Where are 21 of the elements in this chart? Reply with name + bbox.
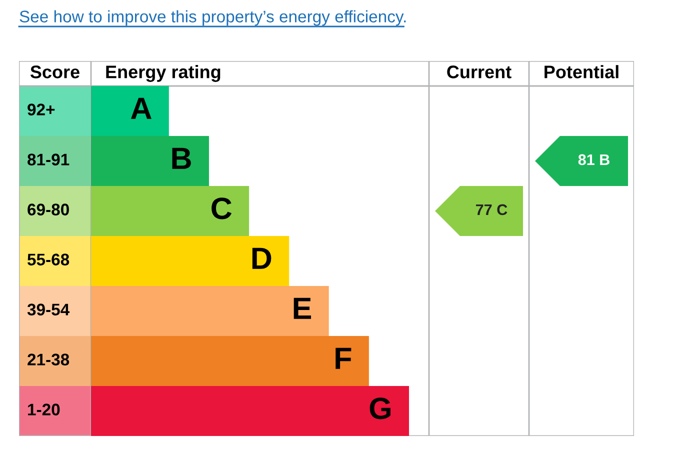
annotation: Energy rating xyxy=(106,65,220,82)
y-tick-label: F xyxy=(336,348,352,369)
text: 21-38 xyxy=(28,354,70,366)
chart-title: See how to improve this property’s energy efficiency. xyxy=(20,10,406,26)
text: 77 C xyxy=(476,204,508,216)
text: 81 B xyxy=(578,154,610,166)
text: 92+ xyxy=(28,104,55,116)
y-tick-label: B xyxy=(172,148,191,169)
y-tick-label: C xyxy=(212,198,232,220)
text: Potential xyxy=(544,65,618,78)
y-tick-label: D xyxy=(252,248,272,269)
y-tick-label: A xyxy=(130,98,152,119)
text: 39-54 xyxy=(27,304,70,316)
text: Current xyxy=(447,66,512,78)
y-tick-label: E xyxy=(294,298,312,319)
text: Score xyxy=(30,66,80,78)
text: 55-68 xyxy=(28,254,70,266)
text: 69-80 xyxy=(28,204,69,216)
y-tick-label: G xyxy=(370,398,390,420)
text: 1-20 xyxy=(28,404,60,416)
text: 81-91 xyxy=(28,154,70,166)
